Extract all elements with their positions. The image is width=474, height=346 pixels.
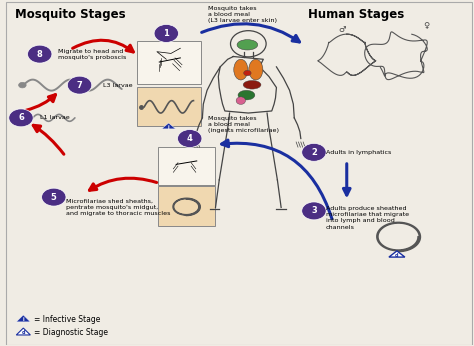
Circle shape bbox=[302, 202, 326, 220]
Text: 2: 2 bbox=[311, 148, 317, 157]
Polygon shape bbox=[16, 315, 30, 322]
FancyBboxPatch shape bbox=[137, 86, 201, 126]
Text: Mosquito takes
a blood meal
(L3 larvae enter skin): Mosquito takes a blood meal (L3 larvae e… bbox=[209, 6, 277, 23]
Text: Migrate to head and
mosquito's proboscis: Migrate to head and mosquito's proboscis bbox=[58, 48, 127, 60]
Circle shape bbox=[27, 45, 52, 63]
Ellipse shape bbox=[236, 97, 246, 104]
Text: 3: 3 bbox=[311, 207, 317, 216]
Polygon shape bbox=[162, 123, 176, 129]
Text: i: i bbox=[168, 125, 169, 130]
Text: d: d bbox=[22, 330, 25, 335]
Ellipse shape bbox=[243, 81, 261, 89]
Text: = Infective Stage: = Infective Stage bbox=[34, 315, 100, 324]
Text: L3 larvae: L3 larvae bbox=[103, 83, 133, 88]
Text: 5: 5 bbox=[51, 193, 57, 202]
Text: Adults in lymphatics: Adults in lymphatics bbox=[326, 150, 391, 155]
Text: 7: 7 bbox=[77, 81, 82, 90]
Text: L1 larvae: L1 larvae bbox=[40, 115, 70, 120]
Ellipse shape bbox=[237, 40, 258, 50]
Ellipse shape bbox=[249, 59, 263, 80]
Circle shape bbox=[178, 130, 202, 147]
Text: 8: 8 bbox=[37, 49, 43, 58]
Text: 4: 4 bbox=[187, 134, 192, 143]
Circle shape bbox=[67, 76, 92, 94]
Text: i: i bbox=[22, 317, 24, 322]
Ellipse shape bbox=[238, 90, 255, 100]
Text: 1: 1 bbox=[164, 29, 169, 38]
Text: Mosquito takes
a blood meal
(ingests microfilariae): Mosquito takes a blood meal (ingests mic… bbox=[209, 116, 280, 134]
Text: Adults produce sheathed
microfilariae that migrate
into lymph and blood
channels: Adults produce sheathed microfilariae th… bbox=[326, 206, 409, 230]
Text: ♀: ♀ bbox=[423, 21, 429, 30]
FancyBboxPatch shape bbox=[137, 41, 201, 84]
Text: Human Stages: Human Stages bbox=[308, 8, 404, 20]
Circle shape bbox=[302, 143, 326, 161]
Text: Mosquito Stages: Mosquito Stages bbox=[15, 8, 126, 20]
Ellipse shape bbox=[234, 59, 248, 80]
Ellipse shape bbox=[244, 70, 251, 76]
Text: Microfilariae shed sheaths,
pentrate mosquito's midgut,
and migrate to thoracic : Microfilariae shed sheaths, pentrate mos… bbox=[65, 199, 170, 216]
Circle shape bbox=[9, 109, 33, 127]
FancyBboxPatch shape bbox=[158, 186, 215, 226]
Circle shape bbox=[18, 82, 26, 88]
Text: d: d bbox=[395, 253, 399, 257]
Text: ♂: ♂ bbox=[338, 25, 346, 34]
Text: 6: 6 bbox=[18, 113, 24, 122]
Polygon shape bbox=[16, 328, 30, 335]
Circle shape bbox=[154, 25, 179, 43]
Circle shape bbox=[42, 188, 66, 206]
FancyBboxPatch shape bbox=[158, 147, 215, 185]
Polygon shape bbox=[389, 251, 405, 257]
Text: = Diagnostic Stage: = Diagnostic Stage bbox=[34, 328, 108, 337]
